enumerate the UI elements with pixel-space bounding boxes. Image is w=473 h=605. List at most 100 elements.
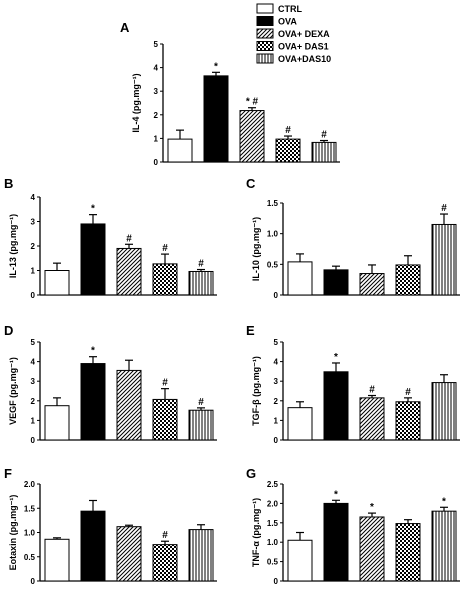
y-tick-label: 4 bbox=[274, 358, 279, 367]
y-axis-label: TGF-β (pg.mg⁻¹) bbox=[251, 356, 261, 426]
bar-3 bbox=[116, 247, 142, 296]
y-tick-label: 0 bbox=[274, 291, 279, 300]
y-tick-label: 3 bbox=[274, 377, 279, 386]
y-tick-label: 1.5 bbox=[24, 504, 36, 513]
y-tick-label: 1.0 bbox=[24, 529, 36, 538]
panel-letter: E bbox=[246, 323, 255, 338]
significance-mark: * bbox=[442, 496, 446, 507]
bar-3 bbox=[116, 369, 142, 441]
legend-label-2: OVA+ DEXA bbox=[278, 29, 330, 39]
y-tick-label: 3 bbox=[31, 377, 36, 386]
y-axis-label: IL-10 (pg.mg⁻¹) bbox=[251, 217, 261, 281]
legend-label-3: OVA+ DAS1 bbox=[278, 42, 329, 52]
bar-4 bbox=[152, 398, 178, 441]
y-tick-label: 0 bbox=[31, 577, 36, 586]
bar-4 bbox=[395, 264, 421, 296]
panel-letter: A bbox=[120, 20, 130, 35]
y-axis-label: IL-13 (pg.mg⁻¹) bbox=[8, 214, 18, 278]
y-tick-label: 1.5 bbox=[267, 519, 279, 528]
bar-5 bbox=[431, 382, 457, 441]
panel-a: A 0 1 2 3 4 5 IL-4 (pg.mg⁻¹) * * # # # bbox=[120, 20, 340, 167]
bar-2 bbox=[80, 223, 106, 296]
bar-5 bbox=[188, 270, 214, 296]
y-tick-label: 1 bbox=[274, 416, 279, 425]
bar-5 bbox=[431, 223, 457, 296]
bar-2 bbox=[323, 269, 349, 296]
legend-swatch-2 bbox=[256, 28, 274, 39]
panels: A 0 1 2 3 4 5 IL-4 (pg.mg⁻¹) * * # # # B 0 1 2 3 4 IL-13 (… bbox=[4, 20, 460, 586]
bar-1 bbox=[167, 138, 193, 163]
bar-4 bbox=[395, 523, 421, 582]
y-tick-label: 5 bbox=[31, 338, 36, 347]
legend-swatch-3 bbox=[256, 41, 274, 51]
bar-2 bbox=[323, 371, 349, 441]
significance-mark: * bbox=[91, 346, 95, 357]
significance-mark: # bbox=[321, 130, 327, 141]
y-tick-label: 0.5 bbox=[267, 558, 279, 567]
significance-mark: # bbox=[198, 259, 204, 270]
y-tick-label: 5 bbox=[154, 40, 159, 49]
y-tick-label: 2 bbox=[154, 111, 159, 120]
y-tick-label: 2 bbox=[274, 397, 279, 406]
significance-mark: # bbox=[162, 378, 168, 389]
bar-2 bbox=[323, 502, 349, 582]
y-axis-label: TNF-α (pg.mg⁻¹) bbox=[251, 498, 261, 567]
y-tick-label: 0.5 bbox=[267, 260, 279, 269]
bar-1 bbox=[287, 539, 313, 582]
bar-3 bbox=[116, 526, 142, 582]
y-tick-label: 2 bbox=[31, 242, 36, 251]
y-axis-label: Eotaxin (pg.mg⁻¹) bbox=[8, 495, 18, 571]
y-tick-label: 4 bbox=[31, 358, 36, 367]
y-tick-label: 5 bbox=[274, 338, 279, 347]
y-tick-label: 0 bbox=[154, 158, 159, 167]
y-tick-label: 4 bbox=[154, 64, 159, 73]
y-tick-label: 4 bbox=[31, 193, 36, 202]
bar-2 bbox=[203, 75, 229, 163]
y-tick-label: 0 bbox=[31, 436, 36, 445]
bar-2 bbox=[80, 363, 106, 441]
bar-2 bbox=[80, 510, 106, 582]
significance-mark: * bbox=[334, 352, 338, 363]
legend-swatch-4 bbox=[256, 53, 274, 64]
bar-1 bbox=[287, 407, 313, 441]
y-tick-label: 2.5 bbox=[267, 480, 279, 489]
y-tick-label: 1.5 bbox=[267, 199, 279, 208]
significance-mark: * bbox=[214, 61, 218, 72]
significance-mark: # bbox=[405, 387, 411, 398]
y-tick-label: 1 bbox=[31, 267, 36, 276]
significance-mark: # bbox=[162, 530, 168, 541]
bar-1 bbox=[287, 261, 313, 296]
panel-d: D 0 1 2 3 4 5 VEGF (pg.mg⁻¹) * # # bbox=[4, 323, 217, 445]
panel-c: C 0 0.5 1.0 1.5 IL-10 (pg.mg⁻¹) # bbox=[246, 176, 460, 300]
y-tick-label: 3 bbox=[31, 218, 36, 227]
panel-b: B 0 1 2 3 4 IL-13 (pg.mg⁻¹) * # # # bbox=[4, 176, 217, 300]
significance-mark: # bbox=[162, 243, 168, 254]
bar-5 bbox=[188, 529, 214, 582]
y-tick-label: 1.0 bbox=[267, 538, 279, 547]
y-tick-label: 0 bbox=[274, 577, 279, 586]
bar-3 bbox=[359, 273, 385, 296]
significance-mark: * bbox=[334, 489, 338, 500]
panel-letter: C bbox=[246, 176, 256, 191]
legend-label-1: OVA bbox=[278, 17, 297, 27]
bar-1 bbox=[44, 270, 70, 296]
bar-3 bbox=[239, 110, 265, 163]
legend-label-0: CTRL bbox=[278, 4, 302, 14]
significance-mark: * # bbox=[246, 97, 259, 108]
y-tick-label: 3 bbox=[154, 87, 159, 96]
bar-3 bbox=[359, 397, 385, 441]
y-tick-label: 0 bbox=[31, 291, 36, 300]
y-axis-label: VEGF (pg.mg⁻¹) bbox=[8, 357, 18, 425]
panel-letter: G bbox=[246, 466, 256, 481]
panel-letter: D bbox=[4, 323, 13, 338]
legend-label-4: OVA+DAS10 bbox=[278, 54, 331, 64]
bar-1 bbox=[44, 538, 70, 582]
panel-g: G 0 0.5 1.0 1.5 2.0 2.5 TNF-α (pg.mg⁻¹) * * * bbox=[246, 466, 460, 586]
bar-5 bbox=[311, 141, 337, 163]
significance-mark: * bbox=[370, 502, 374, 513]
panel-f: F 0 0.5 1.0 1.5 2.0 Eotaxin (pg.mg⁻¹) # bbox=[4, 466, 217, 586]
legend-swatch-0 bbox=[256, 3, 274, 14]
y-tick-label: 1 bbox=[31, 416, 36, 425]
significance-mark: # bbox=[285, 125, 291, 136]
